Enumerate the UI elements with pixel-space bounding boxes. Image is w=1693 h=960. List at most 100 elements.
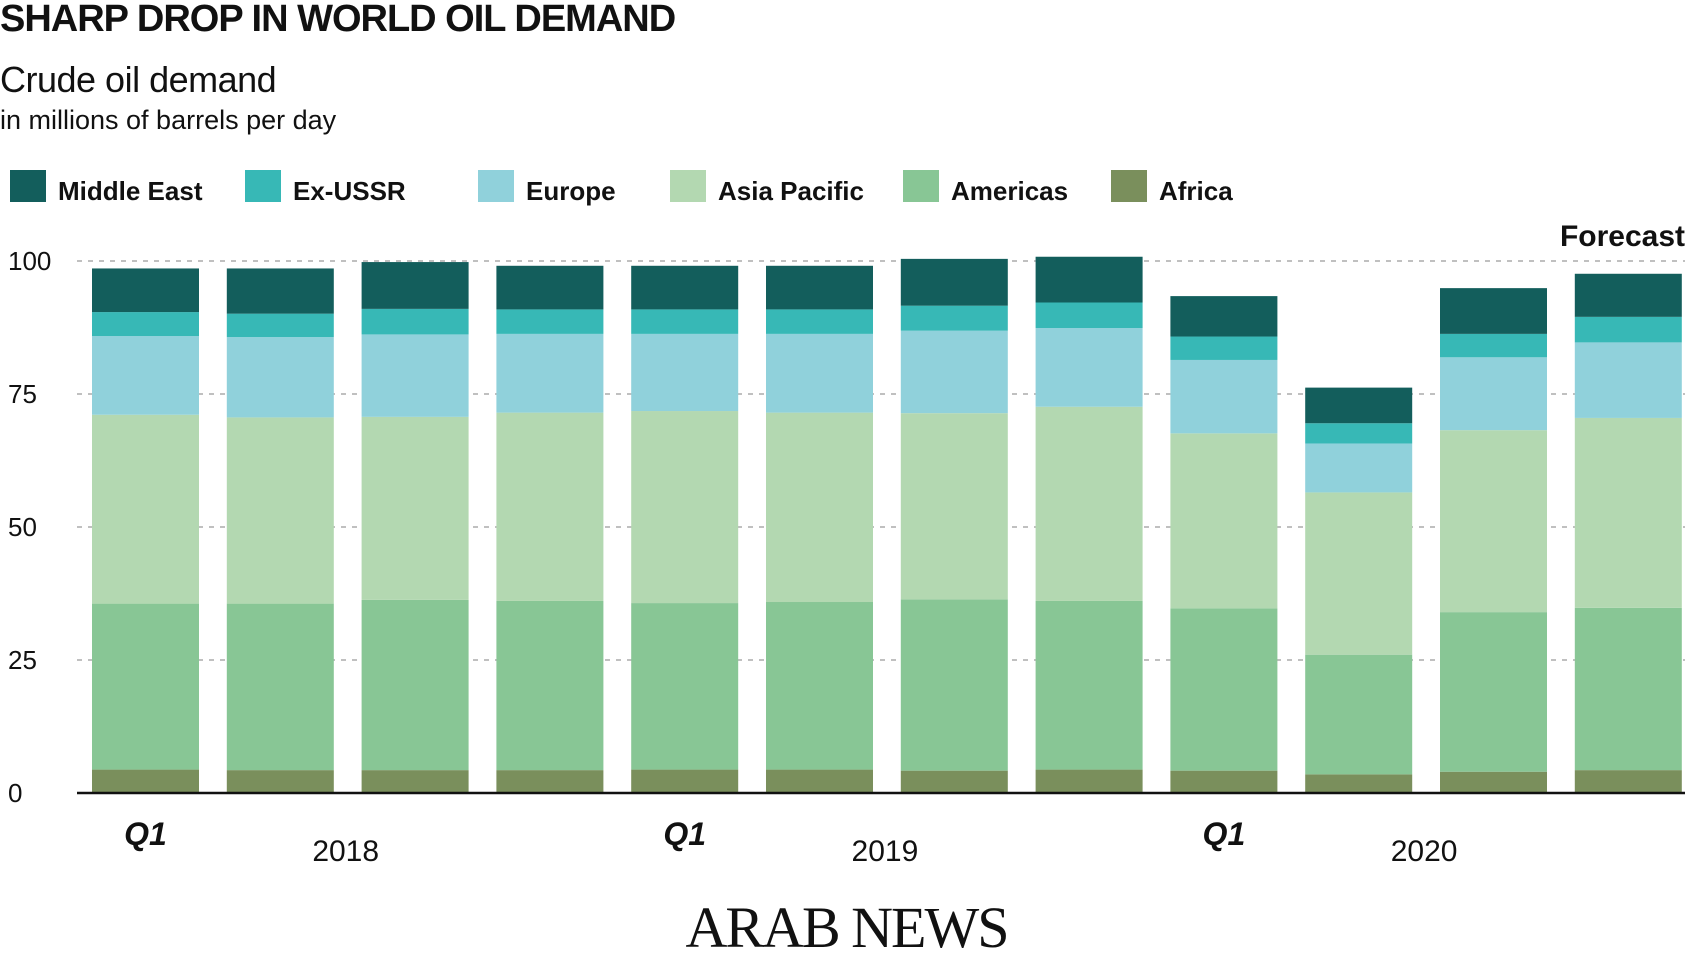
bar-segment-middle-east	[1440, 288, 1547, 334]
bar-segment-middle-east	[496, 265, 604, 310]
bar-segment-europe	[1035, 328, 1143, 407]
bar-segment-americas	[1574, 607, 1682, 771]
bar-stack-q2-2020	[1305, 387, 1413, 793]
legend-swatch-ex-ussr	[245, 170, 281, 202]
bar-segment-middle-east	[631, 265, 739, 310]
bar-segment-middle-east	[1305, 387, 1413, 424]
bar-segment-africa	[900, 770, 1008, 793]
bar-segment-asia-pacific	[766, 412, 873, 603]
bar-segment-europe	[92, 336, 199, 415]
quarter-label-2018: Q1	[124, 816, 167, 852]
bar-segment-europe	[1170, 359, 1278, 434]
bar-segment-asia-pacific	[1305, 492, 1413, 655]
legend-label-ex-ussr: Ex-USSR	[293, 176, 406, 206]
bar-segment-africa	[631, 769, 739, 793]
bar-segment-ex-ussr	[92, 312, 199, 337]
bar-segment-asia-pacific	[900, 413, 1008, 600]
legend-swatch-middle-east	[10, 170, 46, 202]
bar-segment-americas	[766, 602, 873, 770]
bar-segment-ex-ussr	[1035, 302, 1143, 329]
bar-segment-middle-east	[900, 258, 1008, 306]
bar-segment-americas	[361, 599, 469, 771]
bar-segment-americas	[1035, 600, 1143, 770]
legend-label-africa: Africa	[1159, 176, 1233, 206]
legend-swatch-africa	[1111, 170, 1147, 202]
bar-segment-africa	[361, 770, 469, 793]
bar-segment-ex-ussr	[1440, 333, 1547, 358]
bar-stack-q2-2019	[766, 265, 873, 793]
y-tick-label-50: 50	[8, 512, 37, 542]
bar-segment-americas	[1305, 654, 1413, 775]
bar-stack-q4-2019	[1035, 256, 1143, 793]
axes: 0 25 50 75 100 Q1 2018 Q1 2019 Q1 2020	[8, 246, 1685, 868]
bar-stack-q4-2020	[1574, 273, 1682, 793]
bar-segment-middle-east	[226, 268, 334, 314]
bar-segment-americas	[631, 603, 739, 770]
y-tick-label-25: 25	[8, 645, 37, 675]
bar-stack-q3-2019	[900, 258, 1008, 793]
bar-segment-asia-pacific	[496, 412, 604, 601]
bar-segment-asia-pacific	[631, 411, 739, 604]
year-label-2018: 2018	[312, 835, 379, 868]
bar-segment-asia-pacific	[92, 414, 199, 604]
chart-headline: SHARP DROP IN WORLD OIL DEMAND	[0, 0, 676, 40]
bar-segment-asia-pacific	[361, 416, 469, 600]
legend-label-europe: Europe	[526, 176, 616, 206]
bar-stack-q2-2018	[226, 268, 334, 793]
bar-segment-americas	[1170, 608, 1278, 771]
legend-label-middle-east: Middle East	[58, 176, 203, 206]
bars	[92, 256, 1682, 793]
bar-segment-middle-east	[1574, 273, 1682, 317]
bar-segment-ex-ussr	[1170, 336, 1278, 360]
stacked-bar-chart: 0 25 50 75 100 Q1 2018 Q1 2019 Q1 2020 Forecast	[8, 220, 1685, 868]
bar-segment-europe	[631, 333, 739, 412]
bar-segment-asia-pacific	[1035, 406, 1143, 601]
bar-segment-asia-pacific	[1170, 433, 1278, 609]
bar-stack-q4-2018	[496, 265, 604, 793]
bar-segment-africa	[1440, 771, 1547, 793]
legend-label-americas: Americas	[951, 176, 1069, 206]
quarter-label-2019: Q1	[663, 816, 706, 852]
bar-segment-americas	[92, 603, 199, 770]
bar-segment-europe	[226, 337, 334, 418]
bar-stack-q1-2019	[631, 265, 739, 793]
bar-segment-africa	[1035, 769, 1143, 793]
bar-segment-ex-ussr	[1305, 423, 1413, 444]
bar-segment-ex-ussr	[361, 308, 469, 335]
legend-label-asia-pacific: Asia Pacific	[718, 176, 864, 206]
bar-segment-asia-pacific	[1574, 417, 1682, 608]
bar-segment-europe	[1305, 443, 1413, 493]
bar-segment-middle-east	[92, 268, 199, 313]
bar-segment-ex-ussr	[631, 309, 739, 334]
bar-segment-europe	[361, 334, 469, 417]
bar-segment-africa	[92, 769, 199, 793]
bar-segment-ex-ussr	[900, 305, 1008, 331]
bar-segment-ex-ussr	[766, 309, 873, 334]
bar-segment-americas	[226, 603, 334, 771]
bar-segment-europe	[496, 333, 604, 413]
year-label-2019: 2019	[852, 835, 919, 868]
bar-segment-asia-pacific	[226, 417, 334, 604]
bar-segment-americas	[900, 599, 1008, 771]
year-label-2020: 2020	[1391, 835, 1458, 868]
bar-segment-africa	[226, 770, 334, 793]
bar-segment-middle-east	[1170, 296, 1278, 337]
legend-swatch-americas	[903, 170, 939, 202]
bar-segment-asia-pacific	[1440, 430, 1547, 613]
bar-stack-q1-2020	[1170, 296, 1278, 793]
bar-segment-middle-east	[361, 262, 469, 309]
chart-legend: Middle East Ex-USSR Europe Asia Pacific …	[0, 170, 1693, 206]
brand-logo: ARAB NEWS	[685, 895, 1010, 960]
bar-stack-q3-2018	[361, 262, 469, 793]
bar-stack-q1-2018	[92, 268, 199, 793]
bar-segment-ex-ussr	[1574, 316, 1682, 343]
bar-stack-q3-2020	[1440, 288, 1547, 793]
bar-segment-americas	[496, 600, 604, 771]
bar-segment-americas	[1440, 612, 1547, 772]
bar-segment-africa	[1305, 774, 1413, 793]
bar-segment-europe	[1440, 357, 1547, 431]
gridlines	[77, 260, 1685, 661]
bar-segment-ex-ussr	[226, 313, 334, 338]
y-tick-label-0: 0	[8, 778, 22, 808]
bar-segment-africa	[1574, 770, 1682, 793]
